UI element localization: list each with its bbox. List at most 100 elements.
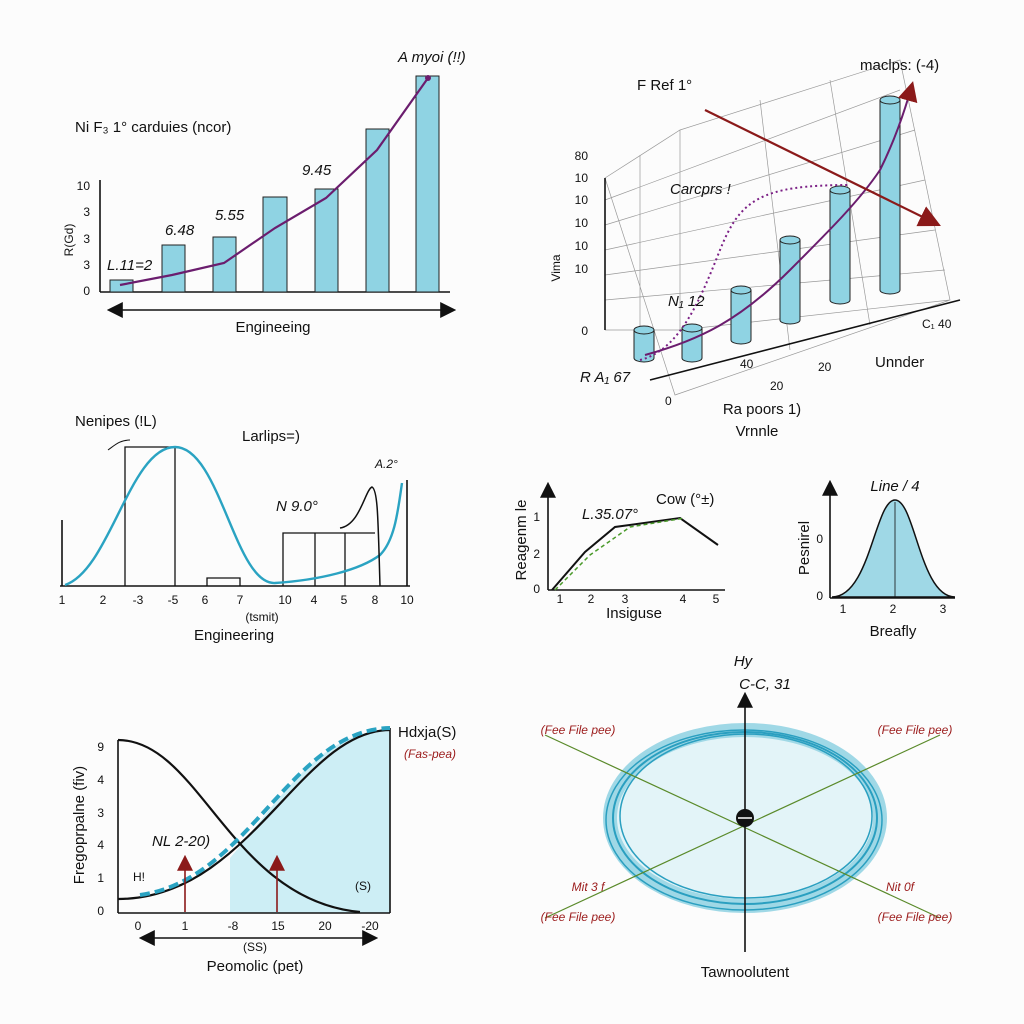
point-label: 9.45: [302, 162, 332, 179]
title: Ni F₃ 1° carduies (ncor): [75, 119, 231, 136]
y-tick: 4: [97, 838, 104, 852]
title: Nenipes (!L): [75, 413, 157, 430]
title: Line / 4: [870, 478, 919, 495]
peak-label: N 9.0°: [276, 498, 318, 515]
y-tick: 80: [575, 149, 589, 163]
y-tick: 0: [816, 589, 823, 603]
x-tick: 0: [135, 919, 142, 933]
y-tick: 0: [581, 324, 588, 338]
y-tick: 0: [533, 582, 540, 596]
x-tick: 3: [940, 602, 947, 616]
y-tick: 1: [533, 510, 540, 524]
x-tick: 4: [311, 593, 318, 607]
corner-label: (Fee File pee): [541, 723, 616, 737]
z-tick: C₁ 40: [922, 317, 952, 331]
y-tick: 3: [83, 258, 90, 272]
x-tick: -5: [168, 593, 179, 607]
y-tick: 1: [97, 871, 104, 885]
x-label: Breafly: [870, 623, 917, 640]
x-tick: 10: [400, 593, 414, 607]
y-tick: 10: [575, 216, 589, 230]
x-tick: 8: [372, 593, 379, 607]
x-tick: -3: [133, 593, 144, 607]
y-tick: 0: [97, 904, 104, 918]
y-label: Vima: [549, 254, 563, 281]
point-label: N₁ 12: [668, 293, 705, 310]
x-tick: 20: [818, 360, 832, 374]
point-label: H!: [133, 870, 145, 884]
panel-ring: Hy C-C, 31 (Fee File pee) (Fee File pee)…: [541, 653, 953, 981]
corner-label: (Fee File pee): [878, 910, 953, 924]
x-tick: -20: [361, 919, 379, 933]
y-tick: 10: [575, 171, 589, 185]
x-tick: 4: [680, 592, 687, 606]
legend-entry: Hdxja(S): [398, 724, 456, 741]
y-tick: 10: [77, 179, 91, 193]
panel-bar-line: Ni F₃ 1° carduies (ncor) A myoi (!!) R(G…: [62, 49, 466, 336]
x-tick: 5: [341, 593, 348, 607]
y-tick: 2: [533, 547, 540, 561]
x-tick: 1: [59, 593, 66, 607]
annotation: maclps: (-4): [860, 57, 939, 74]
x-tick: 1: [557, 592, 564, 606]
y-label: Reagenm le: [513, 500, 530, 581]
x-tick: 7: [237, 593, 244, 607]
x-tick: 5: [713, 592, 720, 606]
x-tick: 6: [202, 593, 209, 607]
y-tick: 0: [816, 532, 823, 546]
title: F Ref 1°: [637, 77, 692, 94]
panel-line: Reagenm le 1 2 0 L.35.07° Cow (°±) 1 2 3…: [513, 481, 725, 622]
annotation: Larlips=): [242, 428, 300, 445]
y-tick: 0: [83, 284, 90, 298]
x-tick: 20: [318, 919, 332, 933]
x-tick: 10: [278, 593, 292, 607]
x-label: Engineeing: [235, 319, 310, 336]
panel-bell: Line / 4 Pesnirel 0 0 1 2 3 Breafly: [796, 478, 956, 640]
z-label: Unnder: [875, 354, 924, 371]
point-label: R A₁ 67: [580, 369, 631, 386]
x-tick: 3: [622, 592, 629, 606]
axis-value: C-C, 31: [739, 676, 791, 693]
point-label: Cow (°±): [656, 491, 714, 508]
x-tick: 20: [770, 379, 784, 393]
y-tick: 3: [83, 232, 90, 246]
x-unit: (SS): [243, 940, 267, 954]
axis-label: Hy: [734, 653, 754, 670]
x-tick: 15: [271, 919, 285, 933]
x-label: Engineering: [194, 627, 274, 644]
x-tick: 2: [588, 592, 595, 606]
annotation: A myoi (!!): [397, 49, 466, 66]
x-tick: 2: [100, 593, 107, 607]
x-label: Peomolic (pet): [207, 958, 304, 975]
y-label: R(Gd): [62, 224, 76, 257]
y-tick: 10: [575, 193, 589, 207]
y-label: Pesnirel: [796, 521, 813, 575]
curve-label: Carcprs !: [670, 181, 732, 198]
peak-label: A.2°: [374, 457, 398, 471]
corner-label: (Fee File pee): [878, 723, 953, 737]
y-label: Fregoprpalne (fiv): [71, 766, 88, 884]
x-tick: 0: [665, 394, 672, 408]
x-tick: 2: [890, 602, 897, 616]
x-tick: 1: [840, 602, 847, 616]
x-tick: 1: [182, 919, 189, 933]
y-tick: 3: [97, 806, 104, 820]
side-label: Nit 0f: [886, 880, 916, 894]
x-sublabel: Vrnnle: [736, 423, 779, 440]
point-label: L.11=2: [107, 257, 153, 274]
point-label: 6.48: [165, 222, 195, 239]
y-tick: 3: [83, 205, 90, 219]
panel-3d: F Ref 1° maclps: (-4) Carcprs ! Vima 80 …: [549, 57, 961, 440]
x-label: Ra poors 1): [723, 401, 801, 418]
y-tick: 9: [97, 740, 104, 754]
corner-label: (Fee File pee): [541, 910, 616, 924]
y-tick: 10: [575, 239, 589, 253]
x-label: Insiguse: [606, 605, 662, 622]
panel-crossing: Fregoprpalne (fiv) 9 4 3 4 1 0 Hdxja(S) …: [71, 724, 456, 975]
y-tick: 4: [97, 773, 104, 787]
point-label: 5.55: [215, 207, 245, 224]
y-tick: 10: [575, 262, 589, 276]
x-tick: 40: [740, 357, 754, 371]
x-label: Tawnoolutent: [701, 964, 790, 981]
